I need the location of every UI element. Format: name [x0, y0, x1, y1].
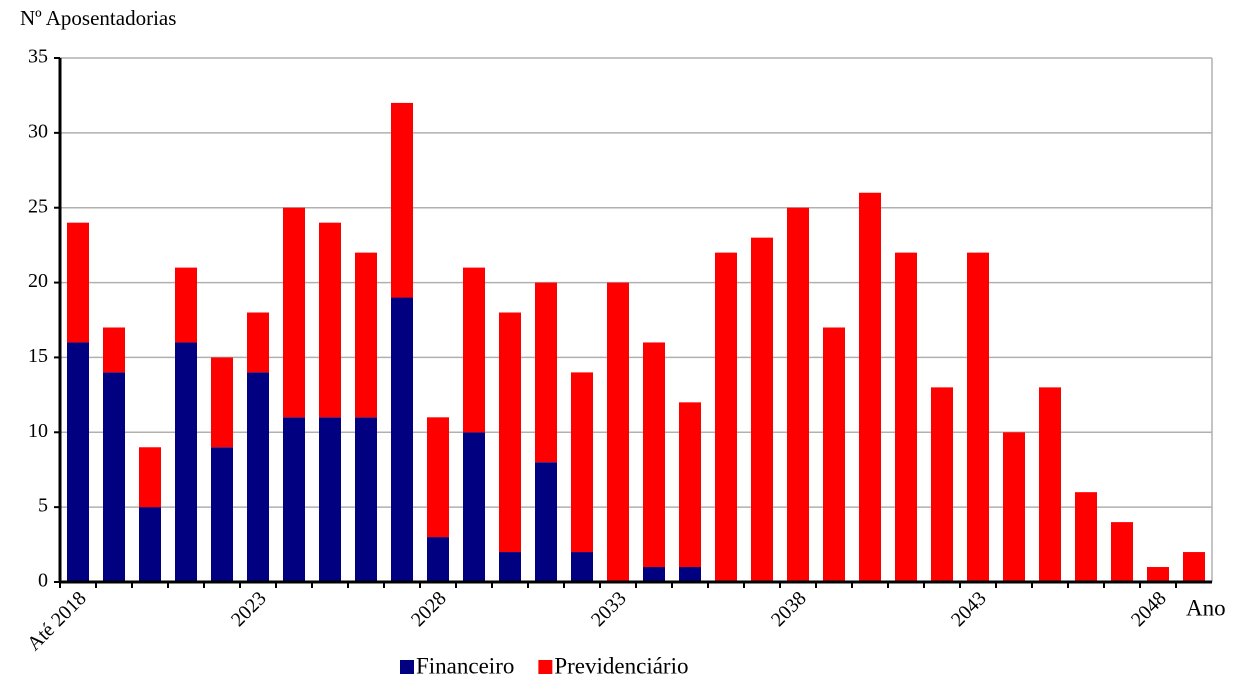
- bar-segment: [643, 567, 665, 582]
- y-tick-label: 10: [28, 420, 48, 442]
- bar-segment: [787, 207, 809, 582]
- x-tick-label: 2043: [947, 587, 991, 631]
- bar-segment: [139, 447, 161, 508]
- y-tick-label: 20: [28, 270, 48, 292]
- y-axis-label: Nº Aposentadorias: [20, 6, 176, 30]
- bar-segment: [1183, 552, 1205, 582]
- bar-segment: [715, 252, 737, 582]
- y-tick-label: 15: [28, 345, 48, 367]
- bar-segment: [283, 417, 305, 582]
- bar-segment: [1147, 567, 1169, 582]
- legend-label: Financeiro: [416, 653, 514, 678]
- bar-segment: [319, 222, 341, 418]
- bar-segment: [391, 102, 413, 298]
- bar-segment: [463, 267, 485, 433]
- bar-segment: [103, 327, 125, 373]
- bar-segment: [211, 357, 233, 448]
- bar-segment: [1111, 522, 1133, 582]
- bar-segment: [283, 207, 305, 418]
- bar-segment: [1075, 492, 1097, 582]
- bar-segment: [247, 312, 269, 373]
- bar-segment: [427, 537, 449, 582]
- x-tick-label: 2038: [767, 587, 811, 631]
- bar-segment: [751, 237, 773, 582]
- bar-segment: [427, 417, 449, 538]
- x-tick-label: 2023: [227, 587, 271, 631]
- bar-segment: [211, 447, 233, 582]
- bar-segment: [895, 252, 917, 582]
- x-tick-label: Até 2018: [23, 587, 91, 655]
- bar-segment: [643, 342, 665, 568]
- bar-segment: [571, 372, 593, 553]
- bar-segment: [247, 372, 269, 582]
- bar-segment: [499, 552, 521, 582]
- x-axis-label: Ano: [1186, 595, 1226, 620]
- x-tick-label: 2033: [587, 587, 631, 631]
- bar-segment: [967, 252, 989, 582]
- legend-swatch: [538, 660, 553, 674]
- y-tick-label: 5: [38, 495, 48, 517]
- y-tick-label: 25: [28, 195, 48, 217]
- bar-segment: [535, 282, 557, 463]
- bar-segment: [319, 417, 341, 582]
- legend-label: Previdenciário: [554, 653, 688, 678]
- y-tick-label: 30: [28, 120, 48, 142]
- bar-segment: [355, 252, 377, 418]
- bar-segment: [535, 462, 557, 582]
- bar-segment: [355, 417, 377, 582]
- bar-segment: [67, 222, 89, 343]
- bar-segment: [1003, 432, 1025, 582]
- x-tick-label: 2048: [1127, 587, 1171, 631]
- y-tick-label: 35: [28, 46, 48, 68]
- bar-segment: [463, 432, 485, 582]
- bar-segment: [571, 552, 593, 582]
- bar-segment: [823, 327, 845, 582]
- bar-segment: [139, 507, 161, 582]
- bar-segment: [931, 387, 953, 582]
- bar-segment: [1039, 387, 1061, 582]
- bar-segment: [679, 402, 701, 568]
- y-tick-label: 0: [38, 570, 48, 592]
- bar-segment: [175, 267, 197, 343]
- bar-segment: [67, 342, 89, 582]
- x-tick-label: 2028: [407, 587, 451, 631]
- bar-segment: [103, 372, 125, 582]
- bar-segment: [499, 312, 521, 553]
- bar-segment: [175, 342, 197, 582]
- legend-swatch: [400, 660, 414, 674]
- bar-segment: [607, 282, 629, 582]
- bar-segment: [859, 192, 881, 582]
- bar-segment: [391, 297, 413, 582]
- bar-segment: [679, 567, 701, 582]
